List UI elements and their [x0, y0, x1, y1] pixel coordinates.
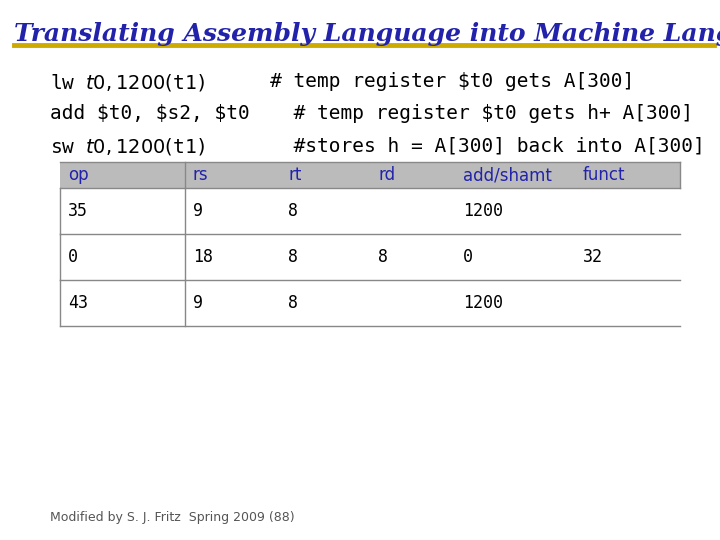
Text: 8: 8 [288, 248, 298, 266]
Text: rs: rs [193, 166, 209, 184]
Text: lw $t0, 1200 ($t1): lw $t0, 1200 ($t1) [50, 72, 206, 93]
Text: funct: funct [583, 166, 626, 184]
Text: # temp register $t0 gets h+ A[300]: # temp register $t0 gets h+ A[300] [270, 104, 693, 123]
Text: rd: rd [378, 166, 395, 184]
Text: Modified by S. J. Fritz  Spring 2009 (88): Modified by S. J. Fritz Spring 2009 (88) [50, 511, 294, 524]
Bar [60, 162, 680, 188]
Text: 18: 18 [193, 248, 213, 266]
Text: op: op [68, 166, 89, 184]
Text: 43: 43 [68, 294, 88, 312]
Text: rt: rt [288, 166, 302, 184]
Text: 35: 35 [68, 202, 88, 220]
Text: sw $t0, 1200($t1): sw $t0, 1200($t1) [50, 136, 206, 157]
Text: 32: 32 [583, 248, 603, 266]
Text: Translating Assembly Language into Machine Language: Translating Assembly Language into Machi… [14, 22, 720, 46]
Text: 1200: 1200 [463, 202, 503, 220]
Text: add/shamt: add/shamt [463, 166, 552, 184]
Text: 1200: 1200 [463, 294, 503, 312]
Text: #stores h = A[300] back into A[300]: #stores h = A[300] back into A[300] [270, 136, 705, 155]
Text: # temp register $t0 gets A[300]: # temp register $t0 gets A[300] [270, 72, 634, 91]
Text: add $t0, $s2, $t0: add $t0, $s2, $t0 [50, 104, 250, 123]
Text: 8: 8 [378, 248, 388, 266]
Text: 8: 8 [288, 202, 298, 220]
Text: 8: 8 [288, 294, 298, 312]
Text: 0: 0 [68, 248, 78, 266]
Text: 9: 9 [193, 294, 203, 312]
Text: 0: 0 [463, 248, 473, 266]
Text: 9: 9 [193, 202, 203, 220]
